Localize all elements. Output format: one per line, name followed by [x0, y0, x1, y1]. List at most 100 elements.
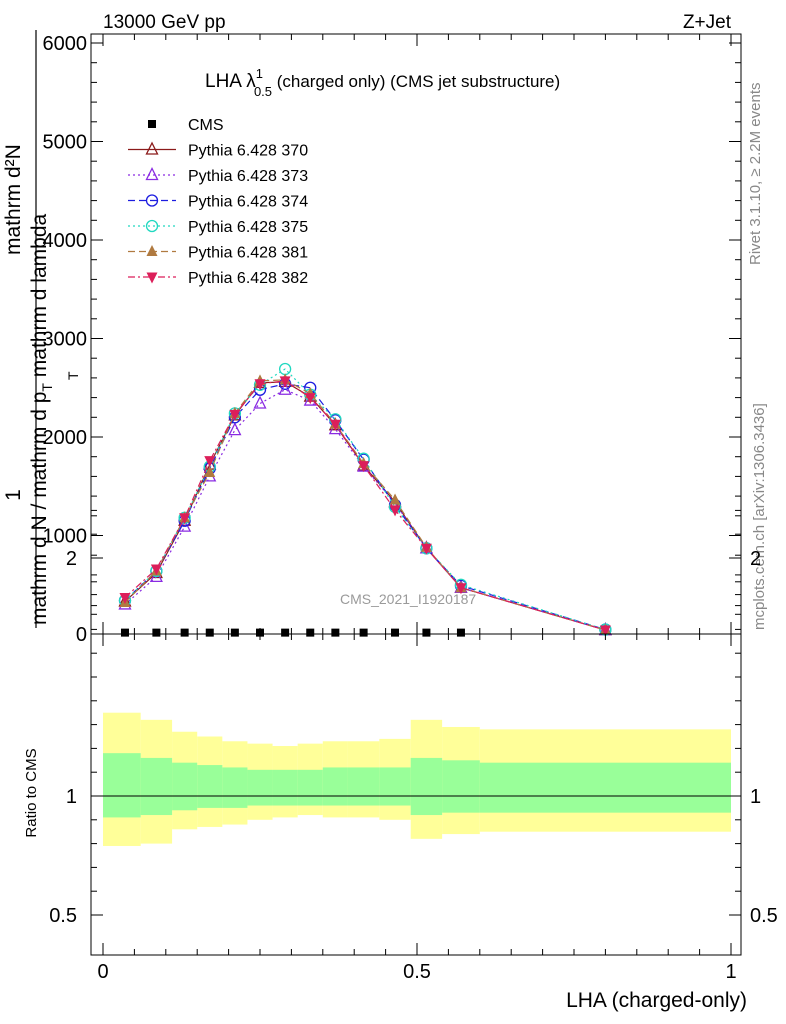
- point-p373: [253, 395, 267, 409]
- ratio-tick-label: 1: [66, 786, 77, 808]
- point-p382: [304, 393, 316, 405]
- point-p382: [150, 564, 162, 576]
- legend-label-cms: CMS: [188, 117, 224, 134]
- ratio-band-inner: [410, 757, 443, 816]
- ratio-tick-label: 2: [66, 548, 77, 570]
- y-tick-label: 2000: [43, 427, 88, 449]
- legend: CMS Pythia 6.428 370 Pythia 6.428 373 Pythi…: [128, 117, 308, 287]
- ratio-band-inner: [347, 767, 380, 806]
- ratio-band-inner: [272, 769, 298, 806]
- ylabel-denominator-expr: mathrm d N / mathrm d p: [28, 392, 51, 625]
- ratio-band-inner: [297, 769, 323, 806]
- ylabel-extra-sub: T: [65, 371, 81, 380]
- point-p382: [204, 456, 216, 468]
- legend-marker-p370: [145, 141, 159, 155]
- point-p382: [329, 419, 341, 431]
- ratio-tick-label-right: 2: [750, 548, 761, 570]
- header-left: 13000 GeV pp: [103, 12, 226, 33]
- ratio-band-inner: [222, 767, 248, 808]
- point-p381: [389, 493, 401, 505]
- series-p382: [119, 376, 611, 637]
- legend-label-p374: Pythia 6.428 374: [188, 194, 308, 211]
- ratio-tick-label-right: 0.5: [750, 905, 778, 927]
- ratio-band-inner: [103, 753, 141, 818]
- x-tick-label: 1: [725, 961, 736, 983]
- point-p382: [279, 376, 291, 388]
- ratio-panel: 0 0.5 1 0.5 0.5 1 1 2 2: [49, 509, 778, 983]
- point-cms: [230, 628, 239, 637]
- ratio-band-inner: [379, 767, 411, 806]
- point-p382: [599, 625, 611, 637]
- title-suffix: (charged only) (CMS jet substructure): [272, 72, 560, 91]
- y-tick-label: 5000: [43, 132, 88, 154]
- main-title: LHA λ1 0.5 (charged only) (CMS jet substr…: [205, 66, 560, 99]
- ratio-band-inner: [247, 769, 273, 806]
- title-sup: 1: [256, 66, 263, 81]
- legend-label-p375: Pythia 6.428 375: [188, 219, 308, 236]
- x-tick-label: 0.5: [403, 961, 431, 983]
- xlabel: LHA (charged-only): [566, 989, 747, 1012]
- point-cms: [391, 628, 400, 637]
- point-cms: [205, 628, 214, 637]
- legend-marker-p382: [146, 272, 158, 284]
- ylabel-denominator: mathrm d N / mathrm d pT mathrm d lambda: [28, 213, 55, 625]
- legend-label-p382: Pythia 6.428 382: [188, 270, 308, 287]
- point-p382: [389, 505, 401, 517]
- ratio-band-inner: [140, 757, 173, 816]
- legend-marker-p375: [145, 219, 159, 233]
- point-cms: [306, 628, 315, 637]
- ratio-tick-label-right: 1: [750, 786, 761, 808]
- point-p382: [358, 461, 370, 473]
- point-cms: [152, 628, 161, 637]
- legend-marker-p381: [146, 245, 158, 256]
- watermark: CMS_2021_I1920187: [340, 591, 476, 607]
- legend-marker-p373: [145, 167, 159, 181]
- y-tick-label: 6000: [43, 33, 88, 55]
- ratio-band-inner: [442, 760, 480, 813]
- point-cms: [256, 628, 264, 637]
- point-p382: [119, 593, 131, 605]
- ylabel-main: 1 mathrm d²N mathrm d N / mathrm d pT ma…: [2, 30, 81, 628]
- point-p381: [204, 465, 216, 477]
- rivet-label: Rivet 3.1.10, ≥ 2.2M events: [747, 83, 764, 266]
- series-line-p374: [124, 383, 606, 631]
- legend-marker-p374: [145, 194, 159, 207]
- ratio-band-inner: [172, 762, 198, 811]
- point-cms: [120, 628, 129, 637]
- point-cms: [281, 628, 290, 637]
- ratio-band-inner: [479, 762, 731, 813]
- x-tick-label: 0: [97, 961, 108, 983]
- point-p382: [420, 543, 432, 555]
- ratio-band-inner: [197, 765, 223, 808]
- y-tick-label: 0: [76, 624, 87, 646]
- ylabel-numerator-one: 1: [2, 489, 25, 501]
- point-p382: [229, 409, 241, 421]
- point-cms: [359, 628, 368, 637]
- y-tick-label: 1000: [43, 526, 88, 548]
- legend-marker-cms: [148, 120, 156, 128]
- header-right: Z+Jet: [683, 12, 732, 33]
- series-line-p381: [124, 379, 606, 631]
- title-sub: 0.5: [254, 84, 272, 99]
- ylabel-denominator-sub: T: [39, 383, 55, 392]
- ylabel-numerator-expr: mathrm d²N: [2, 144, 25, 255]
- main-panel: 0 1000 2000 3000 4000 5000 6000: [43, 33, 742, 646]
- ratio-frame: [90, 633, 742, 956]
- legend-label-p381: Pythia 6.428 381: [188, 245, 308, 262]
- point-p382: [179, 513, 191, 525]
- ylabel-ratio: Ratio to CMS: [23, 748, 40, 837]
- point-p382: [455, 583, 467, 595]
- point-cms: [331, 628, 340, 637]
- legend-label-p370: Pythia 6.428 370: [188, 143, 308, 160]
- series-cms: [120, 628, 465, 637]
- point-p373: [228, 422, 242, 436]
- y-tick-label: 4000: [43, 230, 88, 252]
- point-cms: [456, 628, 465, 637]
- legend-label-p373: Pythia 6.428 373: [188, 168, 308, 185]
- ratio-tick-label: 0.5: [49, 905, 77, 927]
- point-cms: [180, 628, 189, 637]
- point-p382: [254, 379, 266, 391]
- ratio-band-inner: [322, 767, 348, 806]
- y-tick-label: 3000: [43, 329, 88, 351]
